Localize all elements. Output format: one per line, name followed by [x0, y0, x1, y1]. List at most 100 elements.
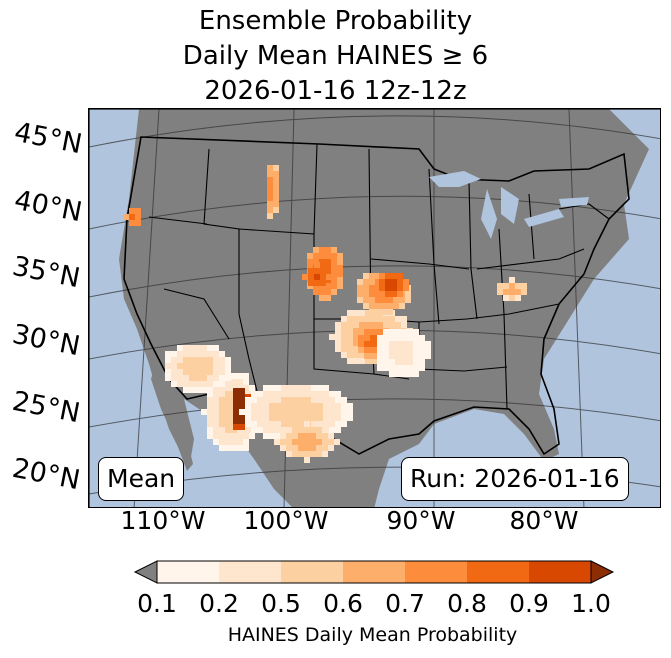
- probability-cell: [331, 289, 337, 295]
- probability-cell: [308, 274, 314, 280]
- probability-cell: [329, 334, 335, 340]
- probability-cell: [357, 285, 363, 291]
- probability-cell: [311, 421, 317, 427]
- probability-cell: [225, 439, 231, 445]
- probability-cell: [363, 285, 369, 291]
- lat-label-20n: 20°N: [9, 452, 83, 497]
- probability-cell: [263, 427, 269, 433]
- probability-cell: [391, 279, 397, 285]
- probability-cell: [305, 385, 311, 391]
- probability-cell: [377, 347, 383, 353]
- probability-cell: [337, 277, 343, 283]
- probability-cell: [395, 329, 401, 335]
- probability-cell: [389, 347, 395, 353]
- probability-cell: [299, 403, 305, 409]
- probability-cell: [341, 397, 347, 403]
- probability-cell: [135, 214, 141, 220]
- probability-cell: [269, 427, 275, 433]
- probability-cell: [239, 388, 245, 394]
- probability-cell: [281, 403, 287, 409]
- baja-peninsula-land: [151, 359, 193, 471]
- probability-cell: [207, 409, 213, 415]
- probability-cell: [369, 273, 375, 279]
- probability-cell: [363, 291, 369, 297]
- probability-cell: [403, 285, 409, 291]
- probability-cell: [395, 341, 401, 347]
- probability-cell: [201, 357, 207, 363]
- probability-cell: [251, 403, 257, 409]
- probability-cell: [233, 418, 239, 424]
- probability-cell: [225, 403, 231, 409]
- probability-cell: [245, 403, 251, 409]
- probability-cell: [307, 253, 313, 259]
- probability-cell: [129, 214, 135, 220]
- probability-cell: [399, 297, 405, 303]
- probability-cell: [304, 445, 310, 451]
- probability-cell: [323, 385, 329, 391]
- probability-cell: [395, 347, 401, 353]
- colorbar-tick-5: 0.8: [447, 589, 487, 618]
- probability-cell: [129, 208, 135, 214]
- probability-cell: [369, 297, 375, 303]
- probability-cell: [233, 394, 239, 400]
- probability-cell: [375, 291, 381, 297]
- probability-cell: [243, 439, 249, 445]
- probability-cell: [347, 409, 353, 415]
- probability-cell: [381, 303, 387, 309]
- probability-cell: [293, 409, 299, 415]
- probability-cell: [329, 409, 335, 415]
- probability-cell: [225, 415, 231, 421]
- probability-cell: [377, 353, 383, 359]
- probability-cell: [419, 365, 425, 371]
- probability-cell: [337, 265, 343, 271]
- colorbar-over-arrow: [590, 560, 615, 584]
- probability-cell: [377, 359, 383, 365]
- probability-cell: [395, 359, 401, 365]
- probability-cell: [269, 415, 275, 421]
- probability-cell: [305, 391, 311, 397]
- probability-cell: [331, 259, 337, 265]
- lat-label-30n: 30°N: [9, 318, 83, 363]
- probability-cell: [267, 165, 273, 171]
- probability-cell: [314, 274, 320, 280]
- probability-cell: [245, 415, 251, 421]
- probability-cell: [375, 279, 381, 285]
- probability-cell: [358, 347, 364, 353]
- probability-cell: [341, 352, 347, 358]
- probability-cell: [177, 369, 183, 375]
- probability-cell: [503, 289, 509, 295]
- probability-cell: [189, 357, 195, 363]
- probability-cell: [347, 415, 353, 421]
- probability-cell: [257, 421, 263, 427]
- probability-cell: [407, 329, 413, 335]
- probability-cell: [379, 273, 385, 279]
- probability-cell: [269, 385, 275, 391]
- probability-cell: [365, 358, 371, 364]
- probability-cell: [497, 289, 503, 295]
- probability-cell: [243, 385, 249, 391]
- probability-cell: [233, 412, 239, 418]
- probability-cell: [347, 328, 353, 334]
- probability-cell: [213, 427, 219, 433]
- probability-cell: [207, 345, 213, 351]
- probability-cell: [363, 303, 369, 309]
- probability-cell: [201, 363, 207, 369]
- colorbar-tick-2: 0.5: [261, 589, 301, 618]
- probability-cell: [177, 345, 183, 351]
- probability-cell: [293, 421, 299, 427]
- probability-cell: [304, 433, 310, 439]
- probability-cell: [358, 341, 364, 347]
- probability-cell: [331, 283, 337, 289]
- probability-cell: [319, 247, 325, 253]
- probability-cell: [239, 418, 245, 424]
- probability-cell: [328, 445, 334, 451]
- probability-cell: [399, 303, 405, 309]
- probability-cell: [225, 375, 231, 381]
- colorbar-label: HAINES Daily Mean Probability: [227, 624, 518, 646]
- probability-cell: [322, 427, 328, 433]
- probability-cell: [322, 451, 328, 457]
- probability-cell: [267, 213, 273, 219]
- probability-cell: [213, 397, 219, 403]
- probability-cell: [269, 409, 275, 415]
- probability-cell: [353, 328, 359, 334]
